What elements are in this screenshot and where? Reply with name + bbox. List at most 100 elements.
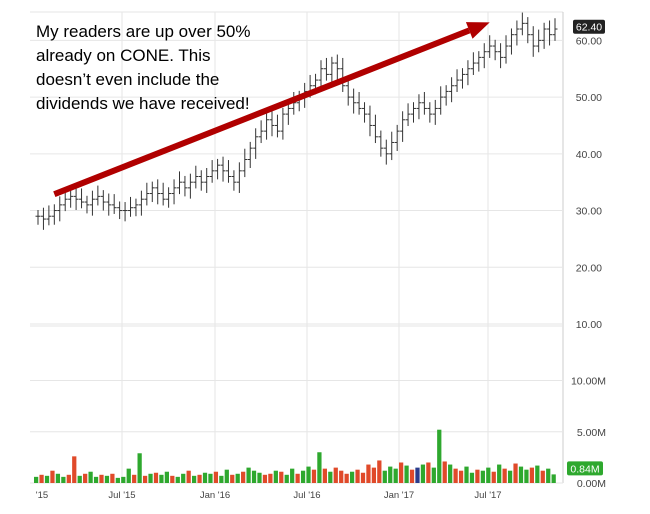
volume-bar [404, 465, 409, 483]
price-tick-label: 30.00 [576, 206, 602, 218]
volume-bar [306, 466, 311, 483]
price-ohlc-series [35, 12, 558, 230]
price-bar [133, 198, 139, 217]
volume-tick-label: 10.00M [571, 376, 606, 388]
price-bar [329, 56, 335, 83]
price-bar [356, 91, 362, 115]
price-bar [394, 124, 400, 151]
volume-bar [99, 474, 104, 483]
volume-bar [115, 477, 120, 483]
volume-bar [497, 464, 502, 483]
price-bar [405, 103, 411, 127]
price-bar [470, 52, 476, 75]
price-bar [79, 188, 85, 209]
price-bar [171, 179, 177, 205]
price-bar [383, 139, 389, 165]
volume-bar [300, 470, 306, 483]
x-tick-label: '15 [36, 490, 48, 501]
volume-bar [164, 471, 169, 483]
volume-bar [77, 475, 82, 483]
price-bar [40, 207, 46, 230]
price-bar [247, 141, 253, 168]
volume-bar [262, 474, 268, 483]
price-bar [340, 57, 346, 92]
volume-bar [458, 470, 464, 483]
volume-bar [399, 462, 404, 483]
price-bar [84, 195, 90, 214]
price-bar [291, 91, 297, 115]
price-bar [225, 160, 231, 183]
price-bar [100, 190, 106, 211]
y-axis-ticks: 10.00 20.00 30.00 40.00 50.00 60.00 0.00M 5.00M… [571, 35, 606, 490]
price-tick-label: 60.00 [576, 35, 602, 47]
volume-bar [191, 475, 197, 483]
annotation-line: already on CONE. This [36, 46, 211, 65]
volume-bar [339, 470, 344, 483]
price-bar [57, 196, 63, 222]
price-bar [459, 68, 465, 89]
volume-bar [159, 474, 164, 483]
volume-bar [409, 469, 415, 483]
volume-bar [464, 466, 469, 483]
annotation-line: My readers are up over 50% [36, 22, 251, 41]
price-bar [193, 165, 199, 189]
price-bar [106, 193, 112, 216]
price-bar [258, 120, 264, 144]
volume-bar [322, 468, 327, 483]
volume-bar [246, 467, 251, 483]
volume-bar [273, 470, 278, 483]
price-bar [187, 173, 193, 199]
volume-bar [475, 469, 480, 483]
price-bar [215, 158, 221, 180]
price-bar [274, 114, 280, 138]
price-bar [231, 170, 237, 191]
price-bar [89, 190, 95, 216]
volume-bar [349, 471, 355, 483]
price-bar [465, 60, 471, 86]
volume-bar [333, 467, 338, 483]
price-bar [530, 26, 536, 57]
price-bar [209, 160, 215, 183]
price-tick-label: 50.00 [576, 92, 602, 104]
price-bar [443, 85, 449, 106]
volume-bar [142, 475, 148, 483]
price-bar [345, 79, 351, 106]
price-bar [323, 57, 329, 81]
volume-bar [72, 456, 77, 483]
price-bar [46, 205, 52, 226]
volume-bar [208, 473, 213, 483]
volume-bar [535, 465, 540, 483]
price-tick-label: 10.00 [576, 319, 602, 331]
price-bar [541, 22, 547, 49]
price-bar [367, 105, 373, 137]
annotation-line: doesn’t even include the [36, 70, 220, 89]
volume-bar [491, 471, 496, 483]
price-bar [68, 190, 74, 208]
trend-arrow-head [465, 22, 490, 39]
volume-bar [540, 470, 545, 483]
volume-tick-label: 0.00M [577, 478, 606, 490]
volume-bar [197, 474, 202, 483]
volume-bar [175, 476, 180, 483]
price-bar [508, 28, 514, 55]
price-bar [411, 102, 417, 123]
value-badges: 62.40 0.84M [567, 19, 605, 476]
volume-bar [66, 474, 71, 483]
price-bar [198, 170, 204, 191]
volume-bar [132, 474, 137, 483]
last-price-label: 62.40 [576, 22, 602, 34]
price-bar [389, 131, 395, 161]
price-bar [351, 88, 357, 114]
price-bar [427, 102, 433, 123]
price-bar [280, 107, 286, 140]
volume-bar [371, 467, 377, 483]
volume-bar [290, 468, 295, 483]
volume-bar [388, 466, 393, 483]
last-volume-badge [567, 461, 603, 476]
trend-arrow-shaft [53, 27, 471, 197]
volume-bar [442, 461, 447, 483]
price-bar [236, 162, 242, 193]
volume-bar [61, 476, 66, 483]
price-bar [421, 91, 427, 115]
